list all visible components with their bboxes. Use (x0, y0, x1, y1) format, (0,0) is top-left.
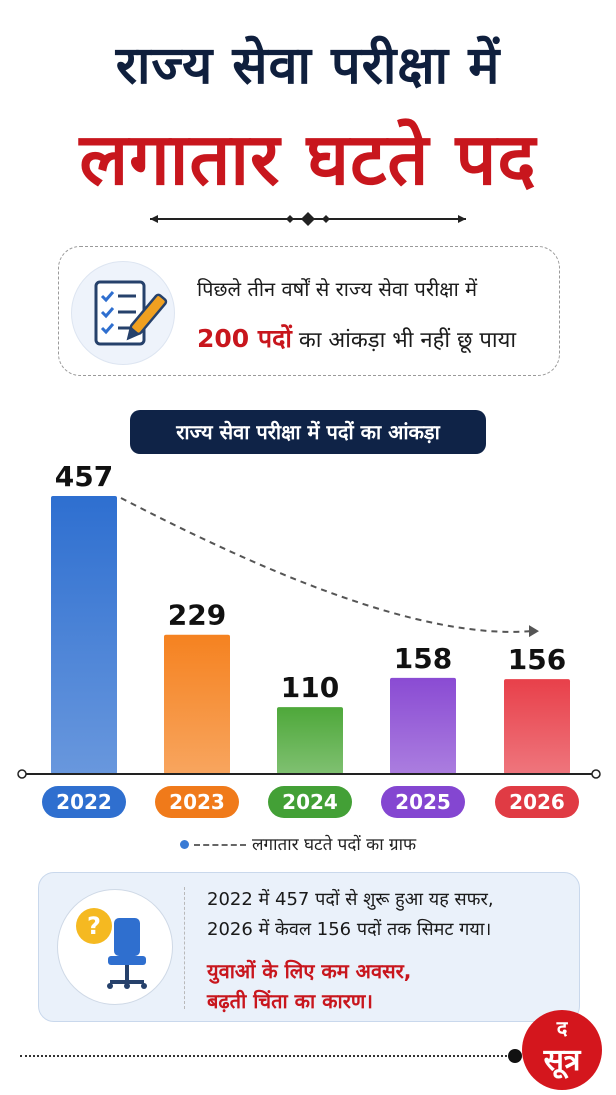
bar-2025 (390, 677, 456, 774)
year-pill-2026 (495, 786, 579, 818)
data-label-2025: 158 (394, 642, 452, 675)
year-label-2023: 2023 (169, 790, 225, 814)
title-line-1: राज्य सेवा परीक्षा में (115, 36, 501, 96)
checklist-pen-icon (71, 261, 175, 365)
year-label-2025: 2025 (395, 790, 451, 814)
year-label-2022: 2022 (56, 790, 112, 814)
year-pill-2024 (268, 786, 352, 818)
bar-2024 (277, 707, 343, 774)
info-line-2: 200 पदों का आंकड़ा भी नहीं छू पाया (197, 321, 516, 355)
year-pill-2023 (155, 786, 239, 818)
trend-line (120, 497, 532, 633)
question-chair-icon: ? (57, 889, 173, 1005)
data-label-2026: 156 (508, 643, 566, 676)
summary-separator (184, 887, 185, 1009)
summary-highlight-2: बढ़ती चिंता का कारण। (207, 989, 373, 1013)
bar-chart: 457 229 110 158 156 2022 2023 2024 2025 2026 (17, 460, 601, 818)
svg-text:?: ? (87, 912, 101, 940)
bar-2023 (164, 634, 230, 774)
bar-2026 (504, 679, 570, 774)
info-line-2-rest: का आंकड़ा भी नहीं छू पाया (291, 328, 517, 353)
data-label-2022: 457 (55, 460, 113, 493)
summary-highlight-1: युवाओं के लिए कम अवसर, (207, 959, 412, 983)
year-label-2024: 2024 (282, 790, 338, 814)
axis-end-right (591, 769, 601, 779)
bar-2022 (51, 496, 117, 774)
summary-line-2: 2026 में केवल 156 पदों तक सिमट गया। (207, 919, 492, 940)
summary-box: ? 2022 में 457 पदों से शुरू हुआ यह सफर, … (38, 872, 580, 1022)
logo-main-text: सूत्र (543, 1043, 581, 1078)
axis-end-left (17, 769, 27, 779)
info-box: पिछले तीन वर्षों से राज्य सेवा परीक्षा म… (58, 246, 560, 376)
year-pill-2025 (381, 786, 465, 818)
logo-top-text: द (556, 1016, 568, 1040)
info-line-1: पिछले तीन वर्षों से राज्य सेवा परीक्षा म… (197, 277, 478, 301)
trend-arrowhead (529, 625, 539, 638)
footer-dotted-line (20, 1055, 515, 1057)
ornament-divider (150, 212, 466, 226)
legend-dashed-line (194, 844, 246, 846)
year-pill-2022 (42, 786, 126, 818)
brand-logo: द सूत्र (522, 1010, 602, 1090)
footer-dot (508, 1049, 522, 1063)
year-label-2026: 2026 (509, 790, 565, 814)
summary-line-1: 2022 में 457 पदों से शुरू हुआ यह सफर, (207, 889, 494, 910)
data-label-2023: 229 (168, 599, 226, 632)
data-label-2024: 110 (281, 671, 339, 704)
info-highlight: 200 पदों (197, 324, 292, 353)
legend-label: लगातार घटते पदों का ग्राफ (252, 835, 417, 855)
legend-dot (180, 840, 189, 849)
chart-title: राज्य सेवा परीक्षा में पदों का आंकड़ा (130, 410, 486, 454)
title-line-2: लगातार घटते पद (79, 117, 537, 201)
